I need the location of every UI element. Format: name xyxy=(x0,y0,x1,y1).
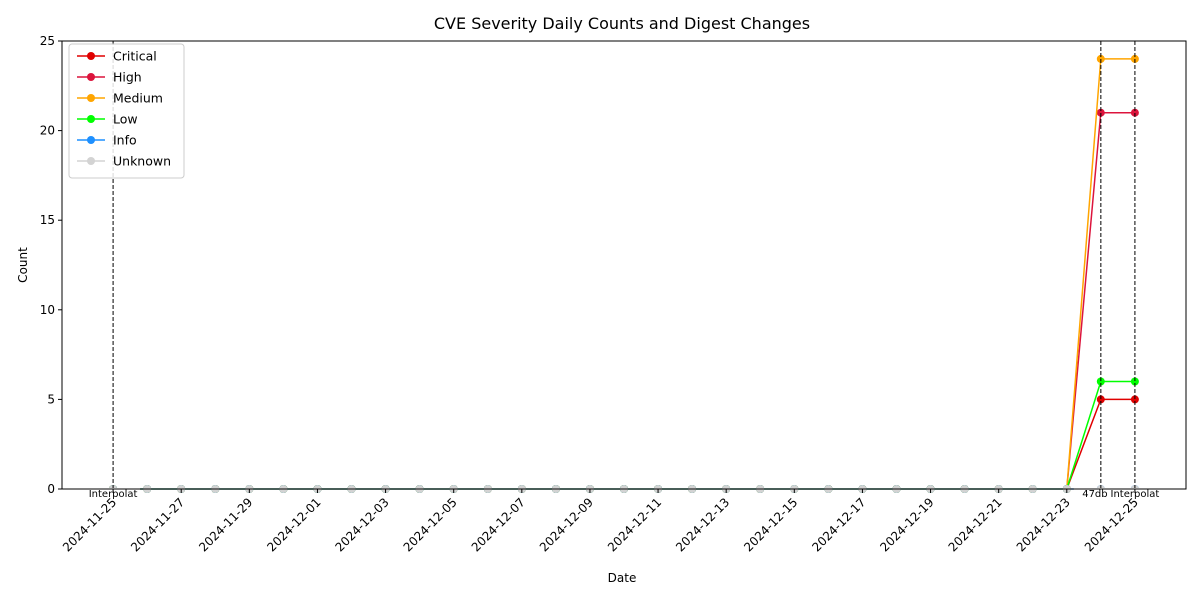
digest-marker-label: 47db5c xyxy=(1082,489,1119,500)
data-point-medium xyxy=(1130,54,1139,63)
series-line-medium xyxy=(113,58,1135,490)
x-tick-label: 2024-11-25 xyxy=(60,495,119,554)
x-tick-label: 2024-12-05 xyxy=(401,495,460,554)
legend-marker xyxy=(87,52,95,60)
legend-marker xyxy=(87,115,95,123)
x-tick-label: 2024-12-23 xyxy=(1014,495,1073,554)
data-point-high xyxy=(1130,108,1139,117)
y-tick-label: 0 xyxy=(47,482,55,496)
x-tick-label: 2024-11-29 xyxy=(196,495,255,554)
legend-marker xyxy=(87,94,95,102)
data-point-critical xyxy=(1130,395,1139,404)
legend-label: Info xyxy=(113,133,137,148)
data-point-low xyxy=(1096,377,1105,386)
digest-marker-label-bg xyxy=(86,488,141,499)
x-tick-label: 2024-12-15 xyxy=(741,495,800,554)
series-line-low xyxy=(113,380,1135,490)
axes: 0 5 10 15 20 25 2024-11-25 2024-11-27 2024-11-29… xyxy=(40,34,1141,554)
x-tick-label: 2024-12-09 xyxy=(537,495,596,554)
legend-marker xyxy=(87,73,95,81)
data-point-high xyxy=(1096,108,1105,117)
y-tick-label: 5 xyxy=(47,392,55,406)
x-tick-label: 2024-12-07 xyxy=(469,495,528,554)
x-axis-label: Date xyxy=(608,571,637,585)
x-tick-label: 2024-12-17 xyxy=(809,495,868,554)
digest-marker-label-bg xyxy=(1107,488,1162,499)
x-tick-label: 2024-11-27 xyxy=(128,495,187,554)
plot-frame xyxy=(61,40,1187,490)
y-axis-label: Count xyxy=(16,247,30,283)
legend-label: Critical xyxy=(113,49,157,64)
x-tick-label: 2024-12-01 xyxy=(264,495,323,554)
x-tick-label: 2024-12-25 xyxy=(1082,495,1141,554)
legend-label: Unknown xyxy=(113,154,171,169)
series-line-critical xyxy=(113,398,1135,490)
legend-marker xyxy=(87,136,95,144)
x-tick-label: 2024-12-03 xyxy=(333,495,392,554)
legend-label: Medium xyxy=(113,91,163,106)
x-tick-label: 2024-12-21 xyxy=(946,495,1005,554)
y-tick-label: 25 xyxy=(40,34,55,48)
y-tick-label: 10 xyxy=(40,303,55,317)
series-line-high xyxy=(113,111,1135,490)
legend-marker xyxy=(87,157,95,165)
data-point-critical xyxy=(1096,395,1105,404)
x-tick-label: 2024-12-11 xyxy=(605,495,664,554)
legend-label: Low xyxy=(113,112,138,127)
x-tick-label: 2024-12-13 xyxy=(673,495,732,554)
y-tick-label: 15 xyxy=(40,213,55,227)
chart-title: CVE Severity Daily Counts and Digest Cha… xyxy=(434,14,810,33)
x-tick-label: 2024-12-19 xyxy=(877,495,936,554)
legend: Critical High Medium Low Info Unknown xyxy=(68,43,185,179)
data-point-medium xyxy=(1096,54,1105,63)
y-tick-label: 20 xyxy=(40,124,55,138)
digest-marker-label: Interpolat xyxy=(1111,489,1160,500)
data-point-low xyxy=(1130,377,1139,386)
legend-label: High xyxy=(113,70,142,85)
digest-marker-label-bg xyxy=(1073,488,1128,499)
digest-marker-label: Interpolat xyxy=(89,489,138,500)
